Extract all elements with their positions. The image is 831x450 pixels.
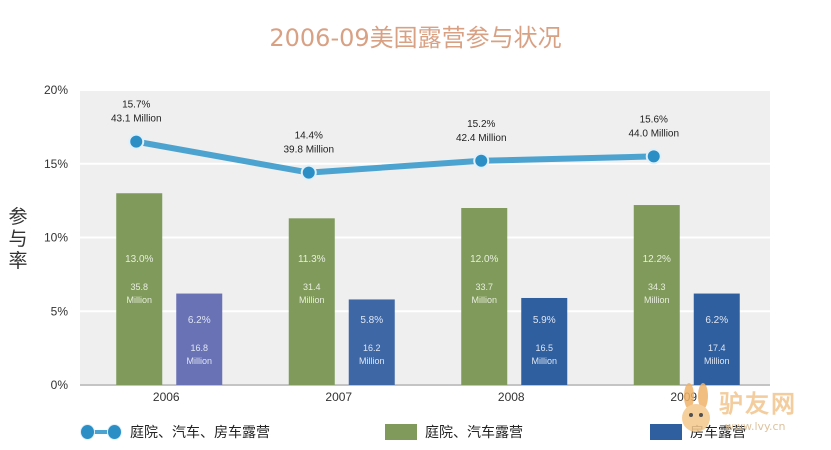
bar-label-blue-unit: Million [186,356,212,366]
legend-label-line: 庭院、汽车、房车露营 [130,425,270,441]
line-label-pct: 15.6% [640,114,668,125]
bar-label-green-unit: Million [299,295,325,305]
bar-label-blue-count: 16.5 [535,343,553,353]
watermark-url: www.lvy.cn [725,420,786,433]
line-label-pct: 14.4% [295,131,323,142]
legend: 庭院、汽车、房车露营 庭院、汽车露营 房车露营 [0,418,831,448]
line-label-count: 39.8 Million [283,145,334,156]
bar-label-blue-count: 17.4 [708,343,726,353]
bar-label-green-pct: 12.0% [470,254,498,265]
line-point [645,148,662,165]
bar-label-green-unit: Million [471,295,497,305]
bar-label-green-count: 31.4 [303,282,321,292]
bar-blue [348,299,395,385]
bar-label-blue-pct: 6.2% [188,315,211,326]
bar-green [461,208,508,385]
bar-label-green-count: 35.8 [130,282,148,292]
bar-green [288,218,335,385]
bar-label-green-pct: 11.3% [298,254,326,265]
y-tick-label: 10% [44,231,68,245]
bar-blue [176,293,223,385]
legend-swatch-blue [650,424,682,440]
bar-label-blue-unit: Million [704,356,730,366]
bar-label-green-pct: 12.2% [643,254,671,265]
line-series [135,138,654,176]
bar-label-blue-count: 16.8 [190,343,208,353]
y-tick-label: 15% [44,157,68,171]
bar-label-green-unit: Million [644,295,670,305]
bar-label-green-unit: Million [126,295,152,305]
y-tick-label: 20% [44,83,68,97]
bar-green [633,205,680,385]
x-tick-label: 2007 [325,390,352,404]
bar-label-blue-unit: Million [359,356,385,366]
legend-item-line: 庭院、汽车、房车露营 [80,422,270,442]
x-tick-label: 2008 [498,390,525,404]
legend-swatch-green [385,424,417,440]
legend-item-green-bar: 庭院、汽车露营 [385,422,523,442]
watermark-brand: 驴友网 [719,390,797,418]
bar-label-blue-pct: 5.9% [533,315,556,326]
bar-label-blue-pct: 6.2% [705,315,728,326]
bar-label-green-count: 33.7 [475,282,493,292]
bar-blue [693,293,740,385]
rabbit-logo-icon [682,383,710,432]
chart-title: 2006-09美国露营参与状况 [269,24,562,52]
bar-green [116,193,163,385]
y-tick-label: 5% [51,304,69,318]
line-point [473,152,490,169]
legend-label-green: 庭院、汽车露营 [425,425,523,441]
x-tick-label: 2006 [153,390,180,404]
bar-label-blue-unit: Million [531,356,557,366]
line-label-count: 43.1 Million [111,114,162,125]
line-label-pct: 15.2% [467,119,495,130]
line-point [300,164,317,181]
watermark-logo: 驴友网 www.lvy.cn [673,382,823,446]
bar-label-blue-pct: 5.8% [360,315,383,326]
line-label-count: 44.0 Million [628,128,679,139]
bar-label-blue-count: 16.2 [363,343,381,353]
bar-label-green-pct: 13.0% [125,254,153,265]
bar-label-green-count: 34.3 [648,282,666,292]
line-point [128,133,145,150]
legend-line-marker [80,424,122,440]
bar-blue [521,297,568,385]
y-tick-label: 0% [51,378,69,392]
y-axis-label: 参与率 [8,206,28,272]
line-label-pct: 15.7% [122,100,150,111]
line-label-count: 42.4 Million [456,133,507,144]
